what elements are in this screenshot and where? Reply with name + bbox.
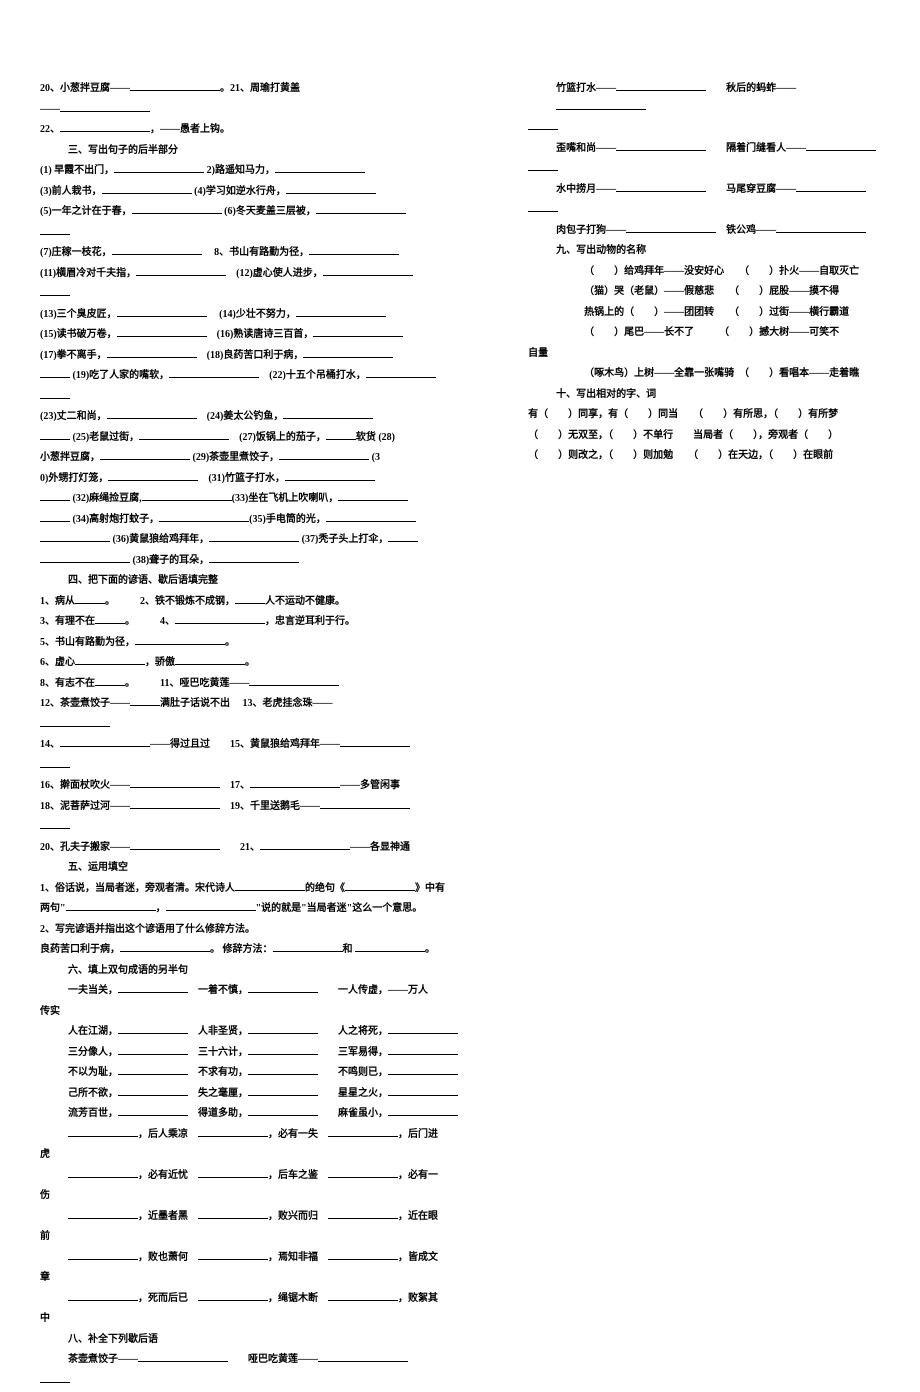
t1: 有（ ）同享，有（ ）同当 （ ）有所思，（ ）有所梦 [528,406,880,425]
a4: （ ）尾巴——长不了 （ ）撼大树——可笑不 [528,324,880,343]
sec10-title: 十、写出相对的字、词 [528,386,880,405]
p17-18: (17)拳不离手， (18)良药苦口利于病， [40,347,516,366]
q22: 22、 [40,124,60,135]
zhang: 章 [40,1269,516,1288]
r6: 流芳百世， 得道多助， 麻雀虽小， [40,1105,516,1124]
p25-27: (25)老鼠过街， (27)饭锅上的茄子，软货 (28) [40,429,516,448]
s4-16-17: 16、擀面杖吹火—— 17、——多管闲事 [40,777,516,796]
shang: 伤 [40,1187,516,1206]
s5-2a: 2、写完谚语并指出这个谚语用了什么修辞方法。 [40,921,516,940]
chuan: 传实 [40,1003,516,1022]
p38: (38)聋子的耳朵， [40,552,516,571]
p5-6: (5)一年之计在于春， (6)冬天麦盖三层被， [40,203,516,222]
p19b [40,388,516,407]
q22-line: 22、 ，——愚者上钩。 [40,121,516,140]
sec9-title: 九、写出动物的名称 [528,242,880,261]
rr2b [528,160,880,179]
rr4: 肉包子打狗—— 铁公鸡—— [528,222,880,241]
left-column: 20、小葱拌豆腐—— 。21、周瑜打黄盖 —— 22、 ，——愚者上钩。 三、写出句… [40,80,516,1392]
s5-2b: 良药苦口利于病，。 修辞方法：和 。 [40,941,516,960]
p30b-31: 0)外甥打灯笼， (31)竹篮子打水， [40,470,516,489]
sec8-title: 八、补全下列歇后语 [40,1331,516,1350]
s4-12-13: 12、茶壶煮饺子——满肚子话说不出 13、老虎挂念珠—— [40,695,516,714]
s5-1a: 1、俗话说，当局者迷，旁观者清。宋代诗人的绝句《》中有 [40,880,516,899]
p1-2: (1) 早霞不出门， 2)路遥知马力， [40,162,516,181]
q21: 。21、周瑜打黄盖 [220,83,300,94]
p36-37: (36)黄鼠狼给鸡拜年， (37)秃子头上打伞， [40,531,516,550]
right-column: 竹篮打水—— 秋后的蚂蚱—— 歪嘴和尚—— 隔着门缝看人—— 水中捞月—— 马尾… [528,80,880,1392]
r8: ，必有近忧 ，后车之鉴 ，必有一 [40,1167,516,1186]
p11b [40,285,516,304]
s4-15b [40,757,516,776]
p13-14: (13)三个臭皮匠， (14)少壮不努力， [40,306,516,325]
sec3-title: 三、写出句子的后半部分 [40,142,516,161]
rr2: 歪嘴和尚—— 隔着门缝看人—— [528,140,880,159]
zhong: 中 [40,1310,516,1329]
q20-line: 20、小葱拌豆腐—— 。21、周瑜打黄盖 [40,80,516,99]
a1: （ ）给鸡拜年——没安好心 （ ）扑火——自取灭亡 [528,263,880,282]
s8-1-2: 茶壶煮饺子—— 哑巴吃黄莲—— [40,1351,516,1370]
s4-19b [40,818,516,837]
qian: 前 [40,1228,516,1247]
p19-22: (19)吃了人家的嘴软， (22)十五个吊桶打水， [40,367,516,386]
a3: 热锅上的（ ）——团团转 （ ）过街——横行霸道 [528,304,880,323]
r11: ，死而后已 ，绳锯木断 ，败絮其 [40,1290,516,1309]
p11-12: (11)横眉冷对千夫指， (12)虚心使人进步， [40,265,516,284]
r7: ，后人乘凉 ，必有一失 ，后门进 [40,1126,516,1145]
s4-3-4: 3、有理不在。 4、，忠言逆耳利于行。 [40,613,516,632]
r4: 不以为耻， 不求有功， 不鸣则已， [40,1064,516,1083]
t3: （ ）则改之，（ ）则加勉 （ ）在天边，（ ）在眼前 [528,447,880,466]
sec4-title: 四、把下面的谚语、歇后语填完整 [40,572,516,591]
r3: 三分像人， 三十六计， 三军易得， [40,1044,516,1063]
s5-1d: 两句"，"说的就是"当局者迷"这么一个意思。 [40,900,516,919]
s4-18-19: 18、泥菩萨过河—— 19、千里送鹅毛—— [40,798,516,817]
q22b: ，——愚者上钩。 [150,124,230,135]
t2: （ ）无双至，（ ）不单行 当局者（ ），旁观者（ ） [528,427,880,446]
p5b [40,224,516,243]
sec5-title: 五、运用填空 [40,859,516,878]
rr3: 水中捞月—— 马尾穿豆腐—— [528,181,880,200]
p34-35: (34)高射炮打蚊子，(35)手电筒的光， [40,511,516,530]
s4-20-21: 20、孔夫子搬家—— 21、——各显神通 [40,839,516,858]
rr1b [528,119,880,138]
s4-6: 6、虚心，骄傲。 [40,654,516,673]
a4c: 自量 [528,345,880,364]
p7-8: (7)庄稼一枝花， 8、书山有路勤为径， [40,244,516,263]
a2: （猫）哭（老鼠）——假慈悲 （ ）屁股——摸不得 [528,283,880,302]
p23-24: (23)丈二和尚， (24)姜太公钓鱼， [40,408,516,427]
rr1: 竹篮打水—— 秋后的蚂蚱—— [528,80,880,117]
blank-q20b: —— [40,101,516,120]
r1: 一夫当关， 一着不慎， 一人传虚，——万人 [40,982,516,1001]
sec6-title: 六、填上双句成语的另半句 [40,962,516,981]
q20: 20、小葱拌豆腐—— [40,83,130,94]
p28-30: 小葱拌豆腐， (29)茶壶里煮饺子， (3 [40,449,516,468]
s8-end [40,1372,516,1391]
s4-14-15: 14、——得过且过 15、黄鼠狼给鸡拜年—— [40,736,516,755]
p32-33: (32)麻绳捡豆腐,(33)坐在飞机上吹喇叭， [40,490,516,509]
s4-1-2: 1、病从。 2、铁不锻炼不成钢，人不运动不健康。 [40,593,516,612]
r9: ，近墨者黑 ，败兴而归 ，近在眼 [40,1208,516,1227]
s4-8-11: 8、有志不在。 11、哑巴吃黄莲—— [40,675,516,694]
hu: 虎 [40,1146,516,1165]
a5: （啄木鸟）上树——全靠一张嘴骑 （ ）看唱本——走着瞧 [528,365,880,384]
r10: ，败也萧何 ，焉知非福 ，皆成文 [40,1249,516,1268]
s4-13b [40,716,516,735]
p15-16: (15)读书破万卷， (16)熟读唐诗三百首， [40,326,516,345]
rr3b [528,201,880,220]
r5: 己所不欲， 失之毫厘， 星星之火， [40,1085,516,1104]
s4-5: 5、书山有路勤为径，。 [40,634,516,653]
r2: 人在江湖， 人非圣贤， 人之将死， [40,1023,516,1042]
p3-4: (3)前人栽书， (4)学习如逆水行舟， [40,183,516,202]
